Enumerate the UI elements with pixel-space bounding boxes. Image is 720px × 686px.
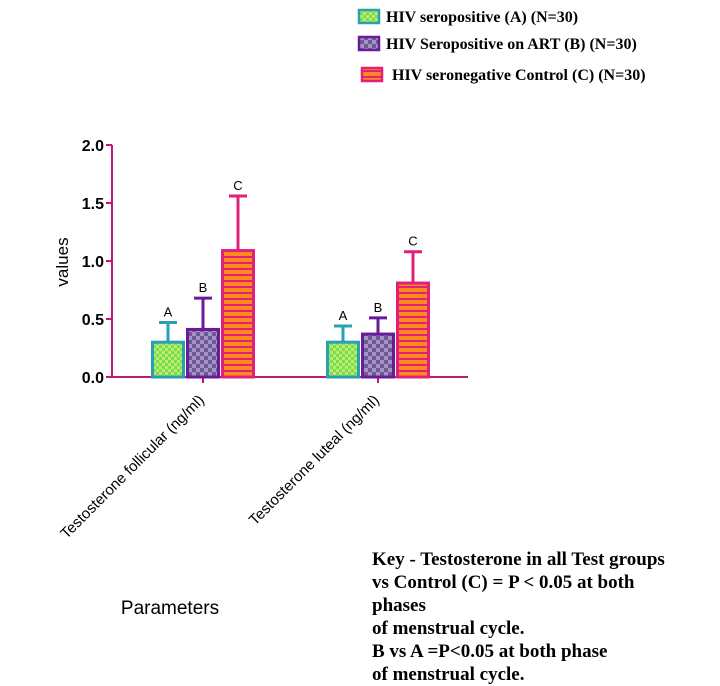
y-tick-label: 1.5: [82, 196, 104, 213]
bar-letter-label: C: [408, 234, 417, 249]
bar: [186, 327, 220, 379]
x-tick-labels: Testosterone follicular (ng/ml) Testoster…: [57, 392, 383, 543]
legend-label: HIV Seropositive on ART (B) (N=30): [386, 36, 637, 53]
bar-chart: HIV seropositive (A) (N=30) HIV Seroposit…: [53, 8, 646, 619]
x-axis-label: Parameters: [121, 598, 219, 619]
bar: [361, 332, 395, 379]
legend-label: HIV seronegative Control (C) (N=30): [392, 67, 646, 84]
bar: [326, 340, 360, 379]
y-axis-label: values: [53, 237, 72, 286]
legend-swatch: [357, 8, 381, 25]
bar: [396, 281, 430, 379]
key-note-line: phases: [372, 595, 426, 616]
bar-letter-label: C: [233, 178, 242, 193]
bars: A B C A B C: [151, 178, 430, 379]
bar-letter-label: A: [164, 304, 173, 319]
legend-swatch: [357, 35, 381, 52]
axes: 0.0 0.5 1.0 1.5 2.0: [82, 138, 468, 387]
key-note-line: of menstrual cycle.: [372, 618, 525, 639]
y-tick-label: 2.0: [82, 138, 104, 155]
key-note-line: B vs A =P<0.05 at both phase: [372, 641, 608, 662]
key-note: Key - Testosterone in all Test groups vs…: [372, 548, 717, 686]
legend-label: HIV seropositive (A) (N=30): [386, 9, 578, 26]
bar-letter-label: A: [339, 308, 348, 323]
bar-letter-label: B: [374, 300, 383, 315]
x-tick-label: Testosterone luteal (ng/ml): [246, 392, 383, 529]
y-tick-label: 1.0: [82, 254, 104, 271]
legend: HIV seropositive (A) (N=30) HIV Seroposit…: [357, 8, 646, 84]
y-tick-label: 0.5: [82, 312, 104, 329]
x-tick-label: Testosterone follicular (ng/ml): [57, 392, 208, 543]
bar-letter-label: B: [199, 280, 208, 295]
bar: [151, 340, 185, 379]
key-note-line: of menstrual cycle.: [372, 664, 525, 685]
key-note-line: Key - Testosterone in all Test groups: [372, 549, 665, 570]
key-note-line: vs Control (C) = P < 0.05 at both: [372, 572, 635, 593]
legend-swatch: [360, 66, 384, 83]
y-tick-label: 0.0: [82, 370, 104, 387]
bar: [221, 249, 255, 379]
